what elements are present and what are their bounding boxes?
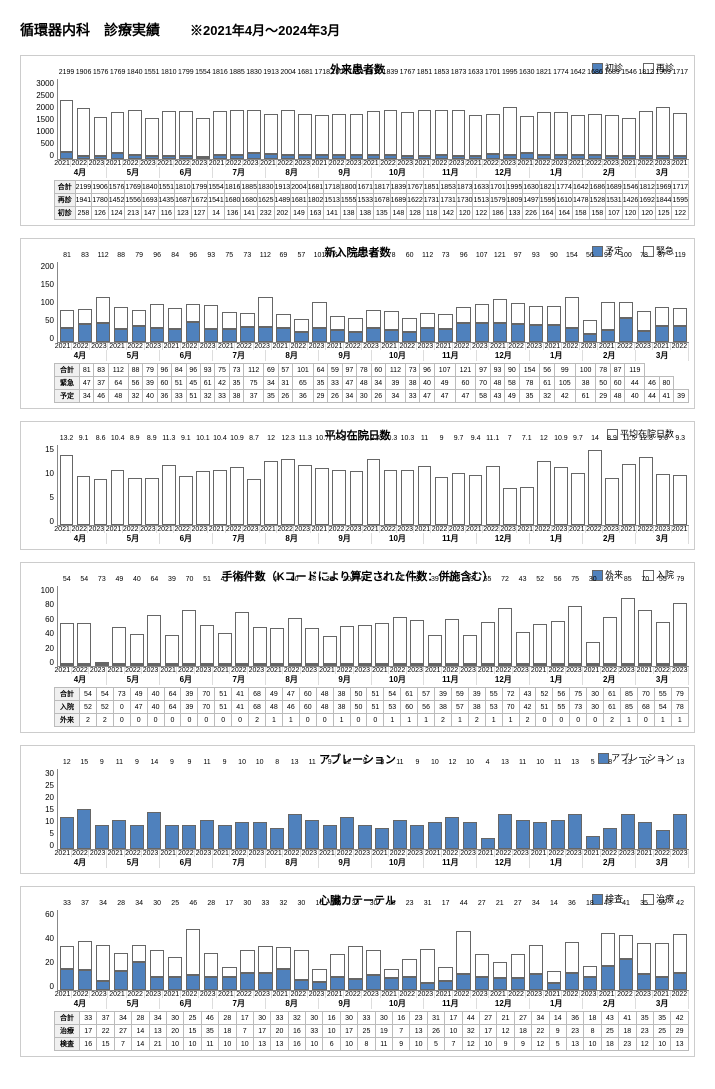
y-axis: 300025002000150010005000 <box>26 79 57 160</box>
data-table: 合計21991906157617691840155118101799155418… <box>54 180 689 220</box>
x-months: 4月5月6月7月8月9月10月11月12月1月2月3月 <box>54 998 689 1009</box>
x-years: 2021202220232021202220232021202220232021… <box>54 850 689 857</box>
chart-アブレーション: アブレーションアブレーション30252015105012159119149911… <box>20 745 695 874</box>
x-years: 2021202220232021202220232021202220232021… <box>54 526 689 533</box>
y-axis: 6040200 <box>26 910 57 991</box>
bars: 3337342834302546281730333230163033301623… <box>57 910 689 991</box>
bars: 1215911914991191010813119129811910121041… <box>57 769 689 850</box>
x-months: 4月5月6月7月8月9月10月11月12月1月2月3月 <box>54 857 689 868</box>
x-months: 4月5月6月7月8月9月10月11月12月1月2月3月 <box>54 350 689 361</box>
y-axis: 200150100500 <box>26 262 57 343</box>
bars: 13.29.18.610.48.98.911.39.110.110.410.98… <box>57 445 689 526</box>
y-axis: 302520151050 <box>26 769 57 850</box>
dept-title: 循環器内科 診療実績 <box>20 20 160 40</box>
y-axis: 151050 <box>26 445 57 526</box>
data-table: 合計33373428343025462817303332301630333016… <box>54 1011 689 1051</box>
chart-外来患者数: 外来患者数初診再診3000250020001500100050002199190… <box>20 55 695 226</box>
x-months: 4月5月6月7月8月9月10月11月12月1月2月3月 <box>54 167 689 178</box>
chart-新入院患者数: 新入院患者数予定緊急200150100500818311288799684969… <box>20 238 695 409</box>
bars: 5454734940643970514168494760483850515461… <box>57 586 689 667</box>
x-months: 4月5月6月7月8月9月10月11月12月1月2月3月 <box>54 533 689 544</box>
data-table: 合計54547349406439705141684947604838505154… <box>54 687 689 727</box>
bars: 2199190615761769184015511810179915541816… <box>57 79 689 160</box>
y-axis: 100806040200 <box>26 586 57 667</box>
x-years: 2021202220232021202220232021202220232021… <box>54 160 689 167</box>
chart-手術件数（Kコードにより算定された件数：併施含む）: 手術件数（Kコードにより算定された件数：併施含む）外来入院10080604020… <box>20 562 695 733</box>
x-years: 2021202220232021202220232021202220232021… <box>54 991 689 998</box>
period: ※2021年4月～2024年3月 <box>190 20 340 39</box>
chart-心臓カテーテル: 心臓カテーテル検査治療60402003337342834302546281730… <box>20 886 695 1057</box>
x-years: 2021202220232021202220232021202220232021… <box>54 343 689 350</box>
data-table: 合計81831128879968496937573112695710164599… <box>54 363 689 403</box>
bars: 8183112887996849693757311269571016459977… <box>57 262 689 343</box>
x-years: 2021202220232021202220232021202220232021… <box>54 667 689 674</box>
x-months: 4月5月6月7月8月9月10月11月12月1月2月3月 <box>54 674 689 685</box>
chart-平均在院日数: 平均在院日数平均在院日数15105013.29.18.610.48.98.911… <box>20 421 695 550</box>
